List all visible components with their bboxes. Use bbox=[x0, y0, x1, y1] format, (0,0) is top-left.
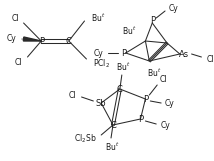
Text: Cy: Cy bbox=[7, 33, 17, 43]
Text: Cl: Cl bbox=[69, 90, 76, 99]
Text: P: P bbox=[138, 114, 143, 123]
Polygon shape bbox=[23, 37, 41, 41]
Text: Cy: Cy bbox=[160, 122, 170, 131]
Text: P: P bbox=[39, 37, 44, 46]
Text: C: C bbox=[66, 37, 72, 46]
Text: Bu$^t$: Bu$^t$ bbox=[105, 141, 119, 153]
Text: C: C bbox=[117, 85, 123, 94]
Text: Cl: Cl bbox=[12, 14, 19, 23]
Text: Cl: Cl bbox=[15, 57, 22, 66]
Text: Cy: Cy bbox=[169, 4, 179, 13]
Text: Sb: Sb bbox=[96, 99, 107, 108]
Text: Bu$^t$: Bu$^t$ bbox=[122, 25, 137, 37]
Text: As: As bbox=[179, 49, 189, 58]
Text: Bu$^t$: Bu$^t$ bbox=[91, 12, 106, 24]
Text: Cl: Cl bbox=[159, 75, 167, 84]
Text: PCl$_2$: PCl$_2$ bbox=[93, 58, 110, 70]
Text: Cy: Cy bbox=[165, 99, 175, 109]
Text: C: C bbox=[110, 120, 116, 129]
Text: Bu$^t$: Bu$^t$ bbox=[147, 67, 162, 79]
Text: Cl$_2$Sb: Cl$_2$Sb bbox=[74, 133, 97, 145]
Text: Bu$^t$: Bu$^t$ bbox=[116, 61, 130, 73]
Text: P: P bbox=[150, 15, 155, 24]
Text: P: P bbox=[143, 95, 148, 104]
Text: P: P bbox=[121, 48, 126, 57]
Text: Cl: Cl bbox=[207, 55, 214, 63]
Text: Cy: Cy bbox=[93, 48, 103, 57]
